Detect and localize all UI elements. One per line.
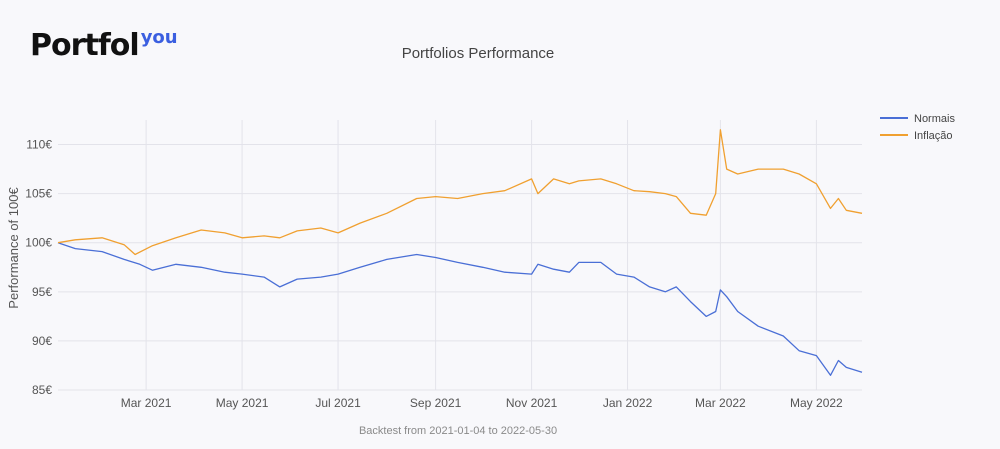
x-axis: Mar 2021 May 2021 Jul 2021 Sep 2021 Nov 2021… [121, 396, 843, 410]
x-tick-label: Mar 2021 [121, 396, 172, 410]
backtest-footer: Backtest from 2021-01-04 to 2022-05-30 [359, 425, 557, 437]
x-tick-label: Sep 2021 [410, 396, 462, 410]
x-tick-label: Nov 2021 [506, 396, 558, 410]
y-tick-label: 85€ [32, 383, 52, 397]
y-axis: 85€ 90€ 95€ 100€ 105€ 110€ [25, 138, 52, 397]
x-tick-label: Jul 2021 [315, 396, 361, 410]
y-tick-label: 90€ [32, 334, 52, 348]
logo-text: Portfol [30, 28, 140, 63]
series-line-inflação [57, 129, 863, 256]
y-tick-label: 105€ [25, 187, 52, 201]
x-tick-label: May 2021 [216, 396, 269, 410]
x-tick-label: Mar 2022 [695, 396, 746, 410]
brand-logo: Portfol you [30, 26, 178, 70]
y-tick-label: 95€ [32, 285, 52, 299]
chart-legend[interactable]: Normais Inflação [880, 113, 955, 142]
y-tick-label: 110€ [26, 138, 52, 152]
y-tick-label: 100€ [25, 236, 52, 250]
legend-label: Inflação [914, 130, 953, 142]
chart-title: Portfolios Performance [402, 45, 555, 62]
chart-grid [58, 120, 862, 391]
series-lines [57, 129, 863, 376]
x-tick-label: Jan 2022 [603, 396, 653, 410]
series-line-normais [57, 242, 863, 376]
logo-superscript: you [140, 27, 178, 48]
x-tick-label: May 2022 [790, 396, 843, 410]
legend-label: Normais [914, 113, 955, 125]
y-axis-label: Performance of 100€ [6, 187, 21, 309]
